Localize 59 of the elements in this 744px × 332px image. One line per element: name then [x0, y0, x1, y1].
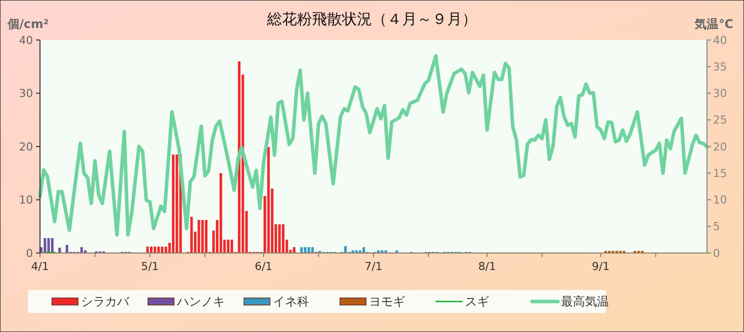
bar: [198, 220, 200, 253]
bar: [164, 246, 168, 253]
bar: [300, 247, 303, 253]
bar: [282, 224, 284, 253]
bar: [157, 246, 160, 253]
y2-tick-label: 25: [713, 114, 727, 127]
bar: [146, 246, 149, 253]
x-tick-label: 9/1: [592, 260, 610, 273]
bar: [226, 240, 230, 253]
bar: [154, 246, 156, 253]
y-tick-label: 20: [19, 140, 33, 154]
x-tick-label: 7/1: [364, 260, 382, 273]
bar: [292, 247, 296, 253]
y-axis-title: 個/cm²: [6, 17, 49, 31]
bar: [80, 247, 83, 253]
y2-tick-label: 35: [713, 60, 727, 74]
bar: [304, 247, 306, 253]
y2-tick-label: 0: [713, 246, 720, 260]
bar: [311, 247, 314, 253]
y-tick-label: 10: [19, 194, 33, 207]
bar: [278, 224, 281, 253]
legend-label: 最高気温: [561, 294, 609, 309]
legend-label: スギ: [465, 294, 489, 309]
x-tick-label: 8/1: [478, 260, 496, 273]
y2-tick-label: 40: [713, 34, 727, 47]
y2-tick-label: 10: [713, 194, 727, 207]
bar: [267, 147, 270, 253]
bar: [220, 173, 222, 253]
bar: [66, 245, 68, 253]
legend-label: イネ科: [273, 294, 309, 309]
bar: [201, 220, 204, 253]
x-tick-label: 5/1: [141, 260, 159, 273]
bar: [58, 248, 61, 253]
line-series: [38, 54, 709, 237]
y2-axis-title: 気温℃: [694, 17, 734, 31]
bar: [238, 61, 240, 253]
y-tick-label: 40: [19, 34, 33, 47]
legend-label: ヨモギ: [369, 294, 405, 309]
bar: [230, 240, 234, 253]
y-tick-label: 0: [26, 246, 33, 260]
bar: [176, 154, 178, 253]
chart-title: 総花粉飛散状況（４月～９月）: [266, 10, 477, 28]
x-tick-label: 4/1: [31, 260, 49, 273]
y-tick-label: 30: [19, 87, 33, 100]
y2-tick-label: 15: [713, 166, 727, 180]
legend-label: シラカバ: [81, 294, 130, 309]
bar: [204, 220, 208, 253]
y2-tick-label: 30: [713, 87, 727, 100]
legend-label: ハンノキ: [176, 294, 225, 309]
bar: [150, 246, 153, 253]
bar: [344, 246, 347, 253]
bar: [308, 247, 310, 253]
bar: [172, 154, 174, 253]
y2-tick-label: 20: [713, 140, 727, 154]
bar: [190, 216, 193, 253]
bar: [362, 247, 366, 253]
x-tick-label: 6/1: [254, 260, 272, 273]
y2-tick-label: 5: [713, 220, 720, 234]
bar: [160, 246, 164, 253]
